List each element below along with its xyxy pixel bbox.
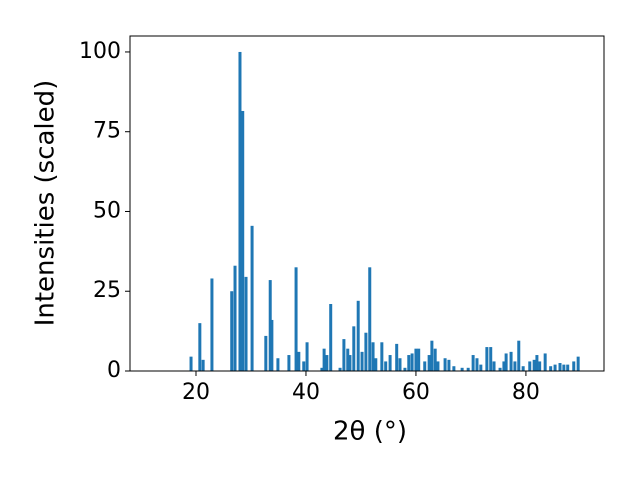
bar [538, 361, 542, 371]
bar [380, 342, 384, 371]
bar [287, 355, 291, 371]
bar [521, 366, 525, 371]
bar [553, 364, 557, 371]
bar [302, 361, 306, 371]
bar [549, 366, 553, 371]
bar [338, 367, 342, 371]
bar [532, 359, 536, 371]
bar [348, 355, 352, 371]
bar [198, 323, 202, 371]
bar [558, 363, 562, 371]
bar [417, 348, 421, 371]
bar [305, 342, 309, 371]
y-axis-label: Intensities (scaled) [31, 80, 61, 327]
bar [297, 351, 301, 371]
bar [504, 353, 508, 371]
bar [566, 364, 570, 371]
x-axis-label: 2θ (°) [333, 417, 407, 447]
y-tick-label: 0 [107, 358, 121, 383]
bar [322, 348, 326, 371]
bar [294, 267, 298, 371]
bar [388, 355, 392, 371]
bar [268, 280, 272, 371]
bar [535, 355, 539, 371]
bar [276, 358, 280, 371]
bar [189, 356, 193, 371]
bar [360, 351, 364, 371]
x-tick-label: 80 [512, 380, 540, 405]
bar [346, 348, 350, 371]
y-tick-label: 75 [93, 119, 121, 144]
bar [492, 361, 496, 371]
plot-frame [129, 35, 605, 372]
bar [436, 361, 440, 371]
bar [356, 300, 360, 371]
bar [270, 319, 274, 371]
bar [244, 276, 248, 371]
bar [427, 355, 431, 371]
bar [233, 265, 237, 371]
bar [238, 51, 242, 371]
bar [364, 332, 368, 371]
x-tick-label: 40 [292, 380, 320, 405]
y-tick-label: 25 [93, 278, 121, 303]
bar [320, 367, 324, 371]
bar [374, 358, 378, 371]
bar [352, 326, 356, 371]
bar [502, 361, 506, 371]
bar [572, 361, 576, 371]
bar [509, 351, 513, 371]
bar [430, 340, 434, 371]
bar [329, 304, 333, 371]
bar [395, 343, 399, 371]
bar [410, 353, 414, 371]
x-tick-label: 20 [182, 380, 210, 405]
bar [433, 348, 437, 371]
bar [407, 355, 411, 371]
bar [471, 355, 475, 371]
bar [210, 278, 214, 371]
y-tick-label: 100 [79, 39, 121, 64]
bar [498, 367, 502, 371]
bar [543, 353, 547, 371]
bar [398, 358, 402, 371]
bar [264, 335, 268, 371]
bar [475, 358, 479, 371]
bar [371, 342, 375, 371]
bar [576, 356, 580, 371]
bar [384, 361, 388, 371]
bar [489, 347, 493, 371]
bar [325, 355, 329, 371]
bar [513, 361, 517, 371]
bar [517, 340, 521, 371]
bar [342, 339, 346, 371]
y-tick-label: 50 [93, 198, 121, 223]
bar [466, 367, 470, 371]
bar [201, 359, 205, 371]
bar [460, 367, 464, 371]
bar [528, 361, 532, 371]
bar [447, 359, 451, 371]
bar [452, 366, 456, 371]
bar [479, 364, 483, 371]
bar [368, 267, 372, 371]
bar [403, 367, 407, 371]
bar [562, 364, 566, 371]
bar [241, 110, 245, 371]
x-tick-label: 60 [402, 380, 430, 405]
bar [414, 348, 418, 371]
bar [230, 291, 234, 371]
bar [485, 347, 489, 371]
bar [423, 361, 427, 371]
bar [443, 358, 447, 371]
bar [250, 225, 254, 371]
